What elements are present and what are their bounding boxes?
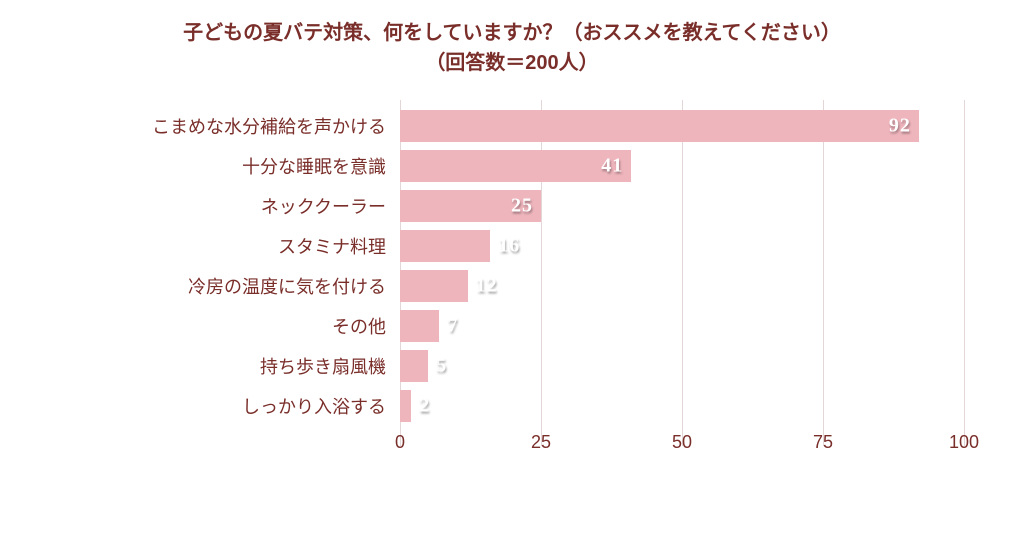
bar-track: 41 <box>400 146 964 186</box>
bar-track: 25 <box>400 186 964 226</box>
bar-track: 5 <box>400 346 964 386</box>
x-tick-label: 75 <box>813 432 833 453</box>
chart-title-line1: 子どもの夏バテ対策、何をしていますか？（おススメを教えてください） <box>0 18 1024 48</box>
bar-track: 92 <box>400 106 964 146</box>
bar-row: ネッククーラー 25 <box>120 186 964 226</box>
category-label: こまめな水分補給を声かける <box>120 113 400 139</box>
bar-track: 2 <box>400 386 964 426</box>
bar-value-label: 92 <box>889 115 911 138</box>
bar-value-label: 5 <box>436 355 447 378</box>
category-label: 十分な睡眠を意識 <box>120 153 400 179</box>
plot-area: こまめな水分補給を声かける 92 十分な睡眠を意識 41 ネッククーラー 25 スタミナ料理… <box>120 106 964 426</box>
bar-row: 冷房の温度に気を付ける 12 <box>120 266 964 306</box>
bar-track: 12 <box>400 266 964 306</box>
bar-chart: 子どもの夏バテ対策、何をしていますか？（おススメを教えてください） （回答数＝2… <box>0 0 1024 538</box>
bar <box>400 390 411 422</box>
x-tick-label: 50 <box>672 432 692 453</box>
x-tick-label: 100 <box>949 432 979 453</box>
x-tick-label: 25 <box>531 432 551 453</box>
bar: 41 <box>400 150 631 182</box>
bar-value-label: 2 <box>419 395 430 418</box>
bar-value-label: 16 <box>498 235 520 258</box>
category-label: スタミナ料理 <box>120 233 400 259</box>
bar-row: スタミナ料理 16 <box>120 226 964 266</box>
bar <box>400 270 468 302</box>
bar-value-label: 25 <box>511 195 533 218</box>
category-label: 持ち歩き扇風機 <box>120 353 400 379</box>
bar-value-label: 41 <box>601 155 623 178</box>
bar: 25 <box>400 190 541 222</box>
x-tick-label: 0 <box>395 432 405 453</box>
bar-value-label: 7 <box>447 315 458 338</box>
bar-track: 16 <box>400 226 964 266</box>
bar: 92 <box>400 110 919 142</box>
chart-title-line2: （回答数＝200人） <box>0 48 1024 78</box>
bar <box>400 230 490 262</box>
category-label: 冷房の温度に気を付ける <box>120 273 400 299</box>
category-label: その他 <box>120 313 400 339</box>
bar-value-label: 12 <box>476 275 498 298</box>
category-label: しっかり入浴する <box>120 393 400 419</box>
bar-row: 十分な睡眠を意識 41 <box>120 146 964 186</box>
bar <box>400 310 439 342</box>
category-label: ネッククーラー <box>120 193 400 219</box>
bar-row: こまめな水分補給を声かける 92 <box>120 106 964 146</box>
gridline <box>964 100 965 446</box>
bar-track: 7 <box>400 306 964 346</box>
chart-title: 子どもの夏バテ対策、何をしていますか？（おススメを教えてください） （回答数＝2… <box>0 18 1024 78</box>
bar-row: 持ち歩き扇風機 5 <box>120 346 964 386</box>
bar-row: その他 7 <box>120 306 964 346</box>
bar <box>400 350 428 382</box>
bar-row: しっかり入浴する 2 <box>120 386 964 426</box>
x-axis: 0255075100 <box>400 426 964 456</box>
